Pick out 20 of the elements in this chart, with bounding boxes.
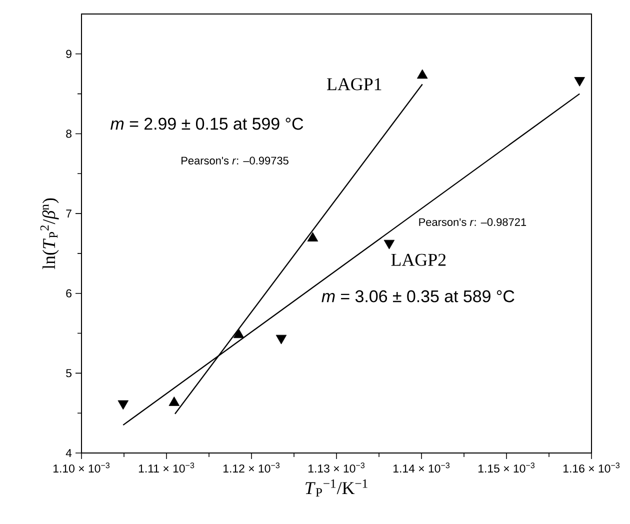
x-tick-label: 1.10 × 10$^{−3}$	[54, 462, 110, 473]
x-tick-label: 1.14 × 10$^{−3}$	[394, 462, 450, 473]
y-tick-label: 9	[66, 50, 72, 58]
x-axis-title: T$_{P}$$^{−1}$/K$^{−1}$	[306, 479, 368, 497]
annotation: Pearson's r: –0.98721	[419, 218, 526, 226]
y-tick-label: 8	[66, 130, 72, 138]
text: LAGP1	[327, 78, 382, 90]
x-tick-label: 1.13 × 10$^{−3}$	[308, 462, 365, 473]
series-label: LAGP2	[391, 254, 446, 266]
x-tick-label: 1.16 × 10$^{−3}$	[564, 462, 620, 473]
y-tick-label: 6	[66, 289, 72, 298]
annotation: m = 3.06 ± 0.35 at 589 °C	[322, 290, 514, 302]
x-tick-label: 1.15 × 10$^{−3}$	[478, 462, 535, 473]
annotation: m = 2.99 ± 0.15 at 599 °C	[110, 118, 304, 130]
annotation: Pearson's r: –0.99735	[182, 156, 288, 165]
x-tick-label: 1.11 × 10$^{−3}$	[138, 462, 194, 473]
x-tick-label: 1.12 × 10$^{−3}$	[224, 462, 280, 473]
y-tick-label: 5	[66, 369, 72, 378]
y-tick-label: 7	[66, 210, 72, 218]
y-tick-label: 4	[66, 449, 72, 457]
